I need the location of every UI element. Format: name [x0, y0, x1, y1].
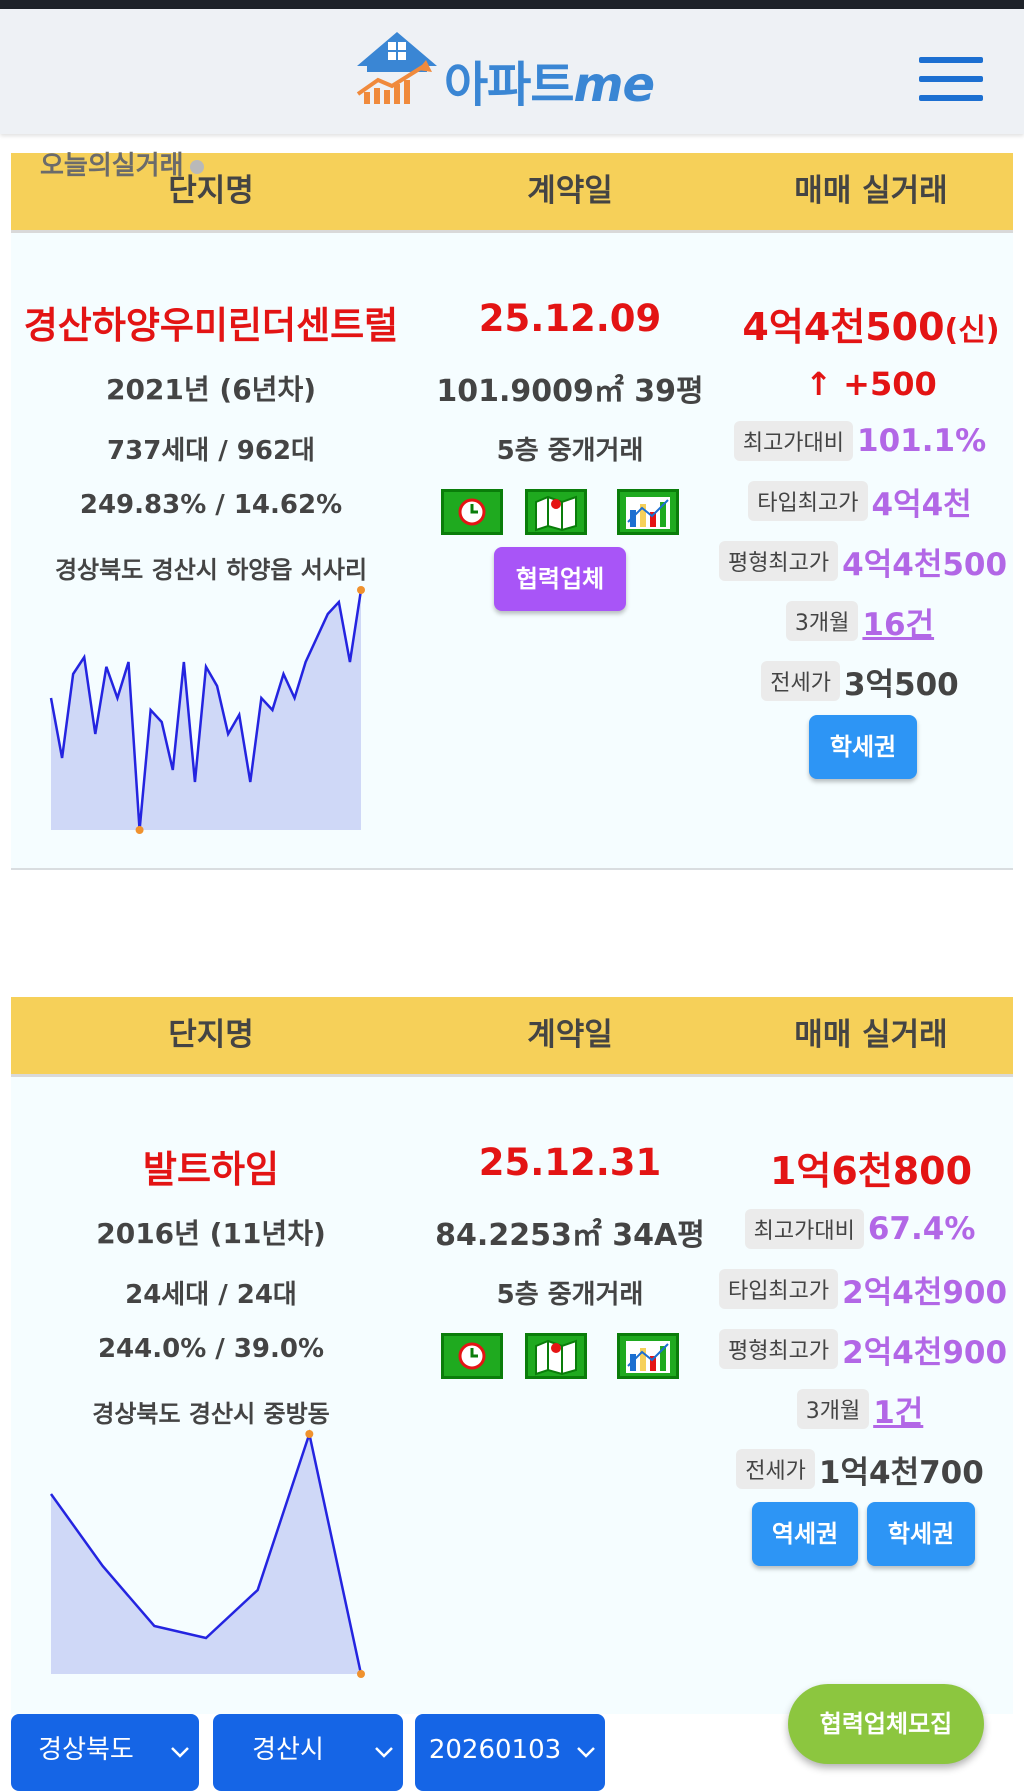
header-date: 계약일 — [527, 1017, 613, 1053]
status-bar — [0, 0, 1024, 9]
filter-bar: 경상북도 경산시 20260103 — [0, 1714, 1024, 1791]
stat-max-ratio: 최고가대비 101.1% — [718, 421, 1002, 461]
stat-size-max: 평형최고가 2억4천900 — [713, 1329, 1013, 1371]
stat-type-max: 타입최고가 2억4천900 — [713, 1269, 1013, 1311]
stat-type-max: 타입최고가 4억4천 — [718, 481, 1002, 523]
header-name: 단지명 — [168, 1017, 254, 1053]
city-select[interactable]: 경산시 — [213, 1714, 403, 1791]
address: 경상북도 경산시 중방동 — [92, 1400, 330, 1428]
sale-price: 1억6천800 — [769, 1149, 973, 1193]
partner-button[interactable]: 협력업체 — [494, 547, 626, 611]
map-icon[interactable] — [525, 489, 587, 535]
ticker-dot-icon — [189, 159, 204, 174]
province-select[interactable]: 경상북도 — [11, 1714, 199, 1791]
apartment-name[interactable]: 발트하임 — [142, 1148, 280, 1191]
clock-icon[interactable] — [441, 489, 503, 535]
app-header: 아파트me — [0, 9, 1024, 134]
partner-recruit-button[interactable]: 협력업체모집 — [788, 1684, 984, 1764]
area: 84.2253㎡ 34A평 — [435, 1218, 705, 1253]
chevron-down-icon — [171, 1747, 189, 1758]
floor-area-ratio: 249.83% / 14.62% — [79, 490, 343, 520]
trend-min-point — [135, 826, 144, 834]
header-date: 계약일 — [527, 173, 613, 209]
school-zone-button[interactable]: 학세권 — [867, 1502, 975, 1566]
price-trend-chart — [49, 1429, 365, 1678]
build-year: 2016년 (11년차) — [96, 1217, 326, 1250]
app-logo[interactable]: 아파트me — [352, 25, 682, 115]
listing-card: 단지명 계약일 매매 실거래 경산하양우미린더센트럴 2021년 (6년차) 7… — [11, 153, 1013, 870]
map-icon[interactable] — [525, 1333, 587, 1379]
unit-count: 24세대 / 24대 — [125, 1280, 297, 1310]
sale-price: 4억4천500(신) — [742, 305, 1000, 349]
trend-line — [49, 589, 363, 831]
floor-info: 5층 중개거래 — [496, 436, 644, 466]
header-price: 매매 실거래 — [794, 1017, 948, 1053]
floor-area-ratio: 244.0% / 39.0% — [97, 1334, 325, 1364]
menu-icon[interactable] — [919, 57, 983, 101]
stat-3month-count[interactable]: 3개월 16건 — [718, 601, 1002, 643]
trend-max-point — [357, 586, 365, 594]
card-divider — [11, 868, 1013, 870]
header-price: 매매 실거래 — [794, 173, 948, 209]
station-zone-button[interactable]: 역세권 — [752, 1502, 858, 1566]
stat-jeonse-price: 전세가 1억4천700 — [718, 1449, 1002, 1491]
clock-icon[interactable] — [441, 1333, 503, 1379]
stat-jeonse-price: 전세가 3억500 — [718, 661, 1002, 703]
contract-date: 25.12.09 — [478, 297, 662, 340]
trend-min-point — [357, 1670, 365, 1678]
contract-date: 25.12.31 — [478, 1141, 662, 1184]
trend-max-point — [305, 1430, 314, 1438]
price-trend-chart — [49, 586, 365, 834]
stat-size-max: 평형최고가 4억4천500 — [713, 541, 1013, 583]
price-change: ↑ +500 — [805, 365, 937, 403]
unit-count: 737세대 / 962대 — [107, 436, 315, 466]
header-name: 단지명 — [168, 173, 254, 209]
trend-area — [51, 590, 361, 830]
table-header: 단지명 계약일 매매 실거래 — [11, 153, 1013, 233]
table-header: 단지명 계약일 매매 실거래 — [11, 997, 1013, 1077]
chevron-down-icon — [577, 1747, 595, 1758]
listing-card: 단지명 계약일 매매 실거래 발트하임 2016년 (11년차) 24세대 / … — [11, 997, 1013, 1714]
chart-icon[interactable] — [617, 489, 679, 535]
trend-area — [51, 1434, 361, 1674]
chevron-down-icon — [375, 1747, 393, 1758]
floor-info: 5층 중개거래 — [496, 1280, 644, 1310]
logo-text: 아파트me — [444, 57, 655, 113]
house-chart-icon — [356, 32, 437, 104]
chart-icon[interactable] — [617, 1333, 679, 1379]
date-select[interactable]: 20260103 — [415, 1714, 605, 1791]
build-year: 2021년 (6년차) — [105, 373, 317, 406]
area: 101.9009㎡ 39평 — [436, 374, 704, 409]
school-zone-button[interactable]: 학세권 — [809, 715, 917, 779]
stat-3month-count[interactable]: 3개월 1건 — [718, 1389, 1002, 1431]
stat-max-ratio: 최고가대비 67.4% — [718, 1209, 1002, 1249]
apartment-name[interactable]: 경산하양우미린더센트럴 — [23, 304, 399, 347]
today-trades-ticker[interactable]: 오늘의실거래 — [40, 145, 204, 182]
address: 경상북도 경산시 하양읍 서사리 — [54, 556, 368, 584]
